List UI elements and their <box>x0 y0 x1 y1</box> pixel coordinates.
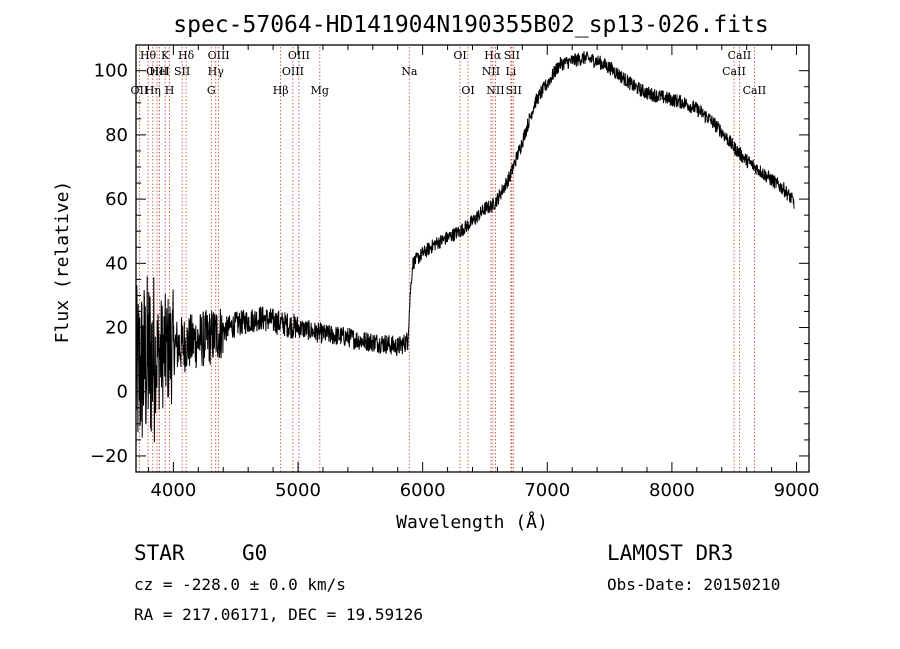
object-subclass: G0 <box>242 541 267 565</box>
y-tick-label: 80 <box>105 125 128 146</box>
spectral-line-label: NII <box>482 65 500 78</box>
spectral-line-label: SII <box>174 65 190 78</box>
spectral-line-label: HeI <box>149 65 169 78</box>
spectral-line-label: OI <box>453 49 466 62</box>
y-tick-label: −20 <box>90 446 128 467</box>
spectrum-series-line <box>135 51 795 443</box>
x-tick-label: 7000 <box>524 480 570 501</box>
y-axis-label: Flux (relative) <box>52 181 73 344</box>
radec-text: RA = 217.06171, DEC = 19.59126 <box>134 605 423 624</box>
spectral-line-label: OIII <box>146 65 168 78</box>
spectral-line-label: Hδ <box>178 49 195 62</box>
x-tick-label: 6000 <box>400 480 446 501</box>
chart-title: spec-57064-HD141904N190355B02_sp13-026.f… <box>173 12 768 38</box>
y-tick-label: 60 <box>105 189 128 210</box>
spectral-line-label: Na <box>401 65 418 78</box>
plot-frame <box>135 44 810 473</box>
axis-ticks-layer: 4000 5000 6000 7000 8000 9000 −20 0 20 40 60 80 100 <box>90 45 819 501</box>
x-axis-label: Wavelength (Å) <box>396 511 548 533</box>
x-tick-label: 9000 <box>774 480 820 501</box>
spectral-line-label: Hβ <box>273 84 289 97</box>
redshift-text: cz = -228.0 ± 0.0 km/s <box>134 575 346 594</box>
spectrum-layer <box>135 51 795 443</box>
spectral-line-label: Hη <box>145 84 161 97</box>
spectral-line-label: NII <box>486 84 504 97</box>
spectral-line-label: CaII <box>743 84 767 97</box>
spectral-line-label: OIII <box>208 49 230 62</box>
y-tick-label: 100 <box>94 61 128 82</box>
x-tick-label: 8000 <box>649 480 695 501</box>
spectral-line-label: OI <box>461 84 474 97</box>
spectral-line-label: Li <box>505 65 516 78</box>
y-tick-label: 40 <box>105 253 128 274</box>
object-class: STAR <box>134 541 185 565</box>
y-tick-label: 0 <box>117 382 128 403</box>
spectral-line-label: OIII <box>288 49 310 62</box>
spectral-line-label: Hθ <box>140 49 157 62</box>
spectral-line-label: H <box>165 84 175 97</box>
spectral-lines-layer: OII Hθ OIII K HeI Hη H Hδ SII OIII Hγ G OIII OIII Hβ Mg… <box>131 47 767 472</box>
spectral-line-label: CaII <box>722 65 746 78</box>
spectral-line-label: CaII <box>728 49 752 62</box>
spectral-line-label: K <box>161 49 170 62</box>
obs-date-text: Obs-Date: 20150210 <box>607 575 780 594</box>
x-tick-label: 5000 <box>275 480 321 501</box>
survey-label: LAMOST DR3 <box>607 541 733 565</box>
x-tick-label: 4000 <box>150 480 196 501</box>
spectral-line-label: SII <box>504 49 520 62</box>
spectral-line-label: OII <box>131 84 149 97</box>
spectral-line-label: Hγ <box>208 65 225 78</box>
spectral-line-label: Hα <box>484 49 502 62</box>
y-tick-label: 20 <box>105 318 128 339</box>
spectral-line-label: SII <box>506 84 522 97</box>
spectral-line-label: Mg <box>311 84 329 97</box>
spectral-line-label: OIII <box>282 65 304 78</box>
spectral-line-label: G <box>207 84 216 97</box>
